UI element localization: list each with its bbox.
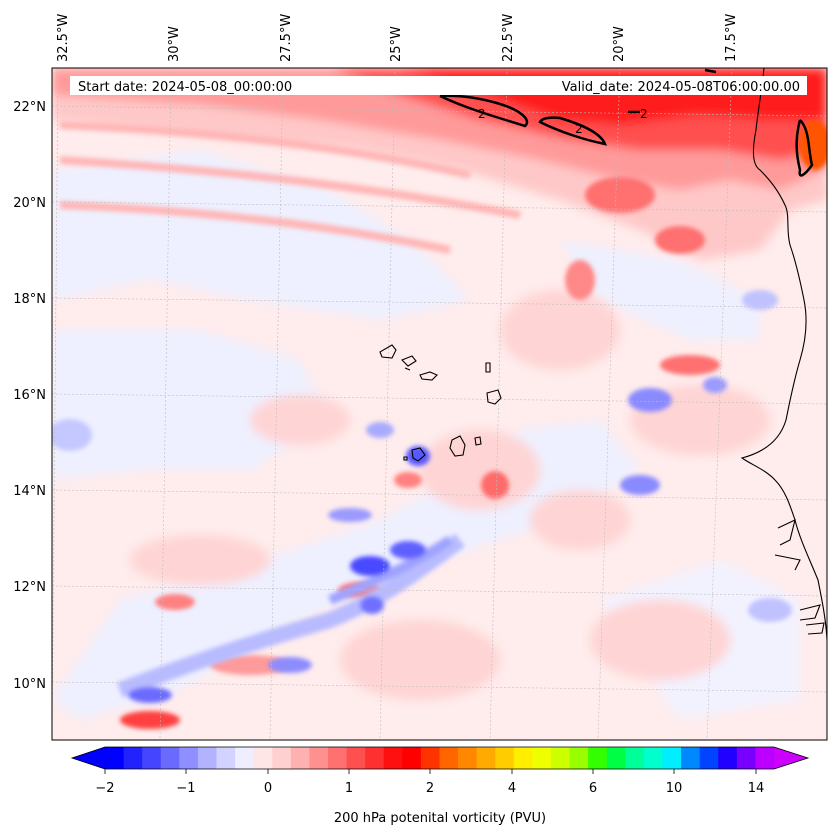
contour-label: 2 xyxy=(575,122,583,136)
lon-label: 30°W xyxy=(167,26,182,62)
colorbar-cell xyxy=(346,747,366,769)
date-box xyxy=(70,76,807,95)
red-features xyxy=(120,120,827,729)
map-frame xyxy=(51,67,828,741)
colorbar-cell xyxy=(272,747,292,769)
valid-date-label: Valid_date: 2024-05-08T06:00:00.00 xyxy=(562,80,800,95)
colorbar-cell xyxy=(328,747,347,769)
contour-label: 2 xyxy=(478,107,486,121)
colorbar-tick-label: 10 xyxy=(666,781,683,796)
colorbar-title: 200 hPa potenital vorticity (PVU) xyxy=(334,811,546,826)
colorbar-cell xyxy=(105,747,124,769)
colorbar: −2 −1 0 1 2 4 6 10 14 200 hPa potenital … xyxy=(70,746,810,826)
colorbar-cell xyxy=(699,747,719,769)
colorbar-cell xyxy=(290,747,310,769)
colorbar-tick-label: −1 xyxy=(176,781,195,796)
colorbar-tick-label: 2 xyxy=(426,781,434,796)
colorbar-cell xyxy=(309,747,329,769)
lon-label: 25°W xyxy=(389,26,404,62)
colorbar-cell xyxy=(383,747,403,769)
colorbar-cell xyxy=(160,747,180,769)
colorbar-cell xyxy=(551,747,570,769)
lat-label: 20°N xyxy=(13,196,46,211)
colorbar-tick-label: 4 xyxy=(508,781,516,796)
start-date-label: Start date: 2024-05-08_00:00:00 xyxy=(78,80,292,95)
colorbar-cell xyxy=(569,747,589,769)
lon-label: 22.5°W xyxy=(501,14,516,62)
jet-streaks xyxy=(59,121,521,254)
graticule xyxy=(52,68,827,740)
colorbar-cell xyxy=(625,747,645,769)
lon-label: 27.5°W xyxy=(279,14,294,62)
pink-mottling xyxy=(130,290,770,700)
colorbar-tick-label: −2 xyxy=(95,781,114,796)
colorbar-cell xyxy=(142,747,162,769)
colorbar-cell xyxy=(123,747,143,769)
colorbar-cell xyxy=(755,747,775,769)
coastline xyxy=(379,68,827,641)
lon-label: 32.5°W xyxy=(56,14,71,62)
pv-field xyxy=(52,68,827,740)
colorbar-cell xyxy=(513,747,533,769)
colorbar-cell xyxy=(420,747,440,769)
colorbar-tick-label: 14 xyxy=(748,781,765,796)
colorbar-cell xyxy=(216,747,236,769)
colorbar-cell xyxy=(588,747,608,769)
colorbar-tick-label: 1 xyxy=(345,781,353,796)
colorbar-cell xyxy=(643,747,663,769)
colorbar-cell xyxy=(476,747,496,769)
colorbar-tick-label: 6 xyxy=(589,781,597,796)
contour-label: 2 xyxy=(640,107,648,121)
colorbar-tick-label: 0 xyxy=(264,781,272,796)
colorbar-cell xyxy=(495,747,515,769)
colorbar-cell xyxy=(235,747,255,769)
colorbar-cell xyxy=(736,747,756,769)
colorbar-cells xyxy=(105,747,775,769)
colorbar-cell xyxy=(662,747,682,769)
colorbar-cell xyxy=(606,747,626,769)
lat-label: 12°N xyxy=(13,580,46,595)
pv-2-contours xyxy=(439,68,814,177)
colorbar-cell xyxy=(197,747,217,769)
lat-label: 16°N xyxy=(13,388,46,403)
lon-label: 20°W xyxy=(612,26,627,62)
colorbar-cell xyxy=(681,747,701,769)
colorbar-over-arrow xyxy=(774,747,808,769)
colorbar-cell xyxy=(718,747,738,769)
colorbar-under-arrow xyxy=(72,747,105,769)
colorbar-cell xyxy=(179,747,199,769)
lat-label: 14°N xyxy=(13,484,46,499)
lat-label: 18°N xyxy=(13,292,46,307)
colorbar-ticks xyxy=(104,769,757,774)
lat-label: 10°N xyxy=(13,677,46,692)
colorbar-cell xyxy=(532,747,552,769)
lon-label: 17.5°W xyxy=(724,14,739,62)
lat-label: 22°N xyxy=(13,100,46,115)
blue-features xyxy=(52,290,792,703)
colorbar-cell xyxy=(365,747,385,769)
colorbar-cell xyxy=(439,747,459,769)
colorbar-cell xyxy=(402,747,422,769)
colorbar-cell xyxy=(458,747,478,769)
colorbar-cell xyxy=(253,747,273,769)
